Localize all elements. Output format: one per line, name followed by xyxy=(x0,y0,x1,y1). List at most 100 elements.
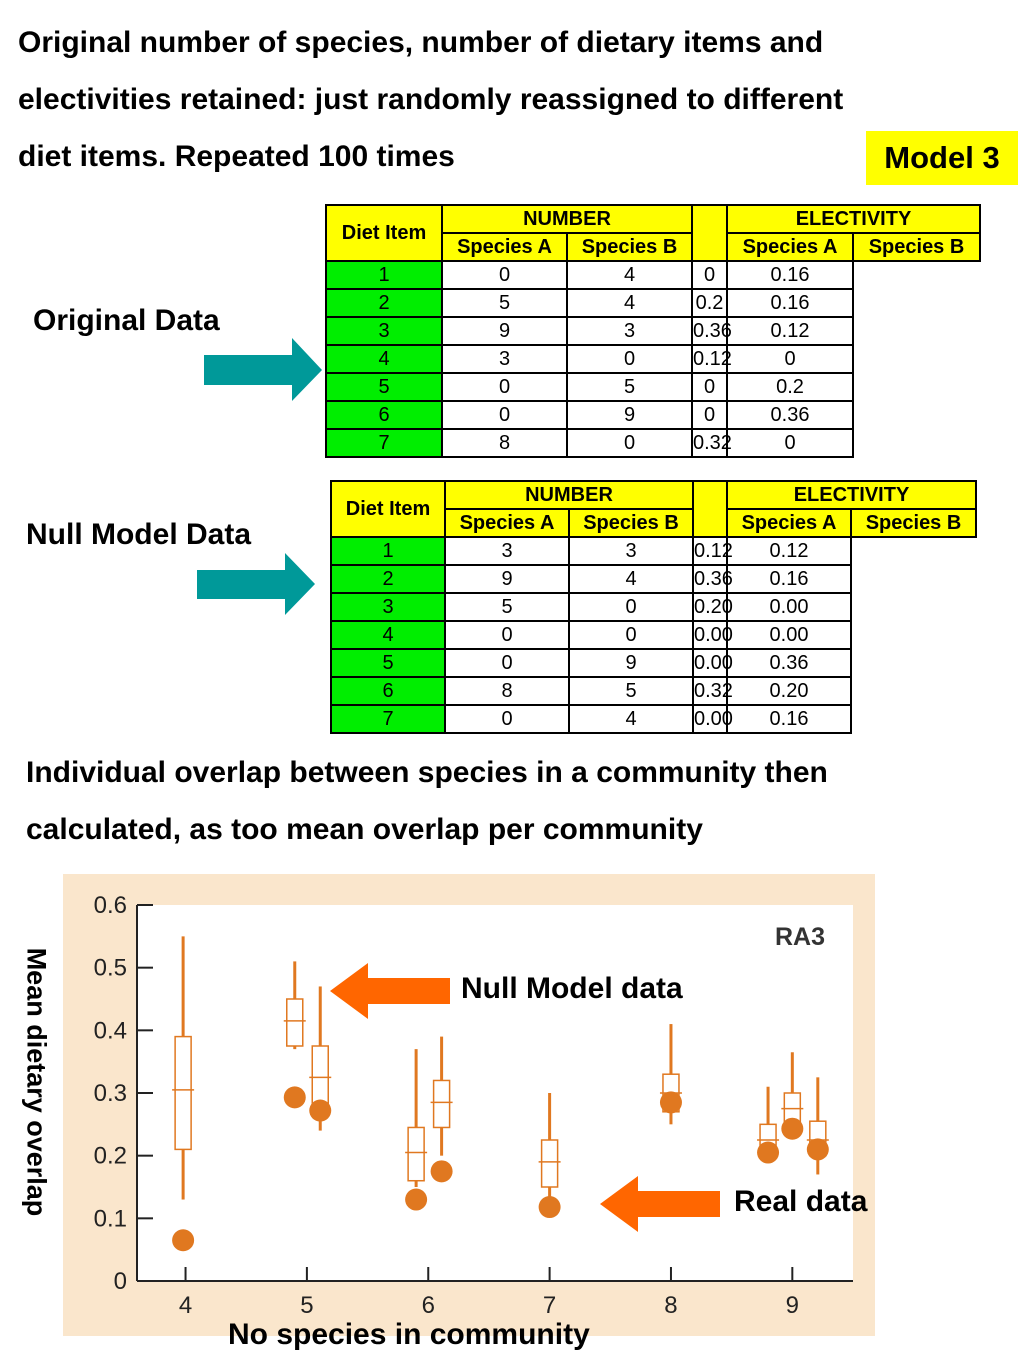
electivity-species-b-cell: 0.16 xyxy=(726,260,854,290)
diet-item-cell: 6 xyxy=(325,400,443,430)
number-species-a-cell: 0 xyxy=(444,704,570,734)
electivity-species-a-cell: 0.36 xyxy=(691,316,732,346)
electivity-species-b-cell: 0.00 xyxy=(726,620,852,650)
header-species-a: Species A xyxy=(726,232,854,262)
null-model-box xyxy=(540,1139,559,1188)
y-tick-label: 0.6 xyxy=(94,892,127,919)
number-species-a-cell: 0 xyxy=(444,620,570,650)
original-data-label: Original Data xyxy=(33,304,220,337)
y-tick-label: 0.2 xyxy=(94,1143,127,1170)
header-number: NUMBER xyxy=(444,480,694,510)
real-data-annotation: Real data xyxy=(734,1185,868,1218)
number-species-a-cell: 0 xyxy=(444,648,570,678)
model-badge: Model 3 xyxy=(866,131,1018,185)
null-model-data-label: Null Model Data xyxy=(26,518,252,551)
diet-item-cell: 7 xyxy=(325,428,443,458)
diet-item-cell: 5 xyxy=(325,372,443,402)
diet-item-cell: 2 xyxy=(325,288,443,318)
diet-item-cell: 4 xyxy=(330,620,446,650)
intro-line-3: diet items. Repeated 100 times xyxy=(18,140,455,173)
table-row: 7 8 0 0.32 0 xyxy=(325,428,980,458)
table-row: 5 0 9 0.00 0.36 xyxy=(330,648,976,678)
electivity-species-a-cell: 0.00 xyxy=(692,704,733,734)
x-axis-label: No species in community xyxy=(228,1318,590,1351)
number-species-b-cell: 4 xyxy=(568,564,694,594)
x-tick-label: 7 xyxy=(543,1292,556,1319)
header-diet-item: Diet Item xyxy=(325,204,443,262)
electivity-species-b-cell: 0.36 xyxy=(726,648,852,678)
electivity-species-a-cell: 0.32 xyxy=(691,428,732,458)
null-model-box xyxy=(432,1079,451,1129)
null-model-annotation: Null Model data xyxy=(461,972,683,1005)
electivity-species-a-cell: 0.00 xyxy=(692,648,733,678)
electivity-species-a-cell: 0.00 xyxy=(692,620,733,650)
number-species-b-cell: 9 xyxy=(568,648,694,678)
number-species-a-cell: 8 xyxy=(441,428,568,458)
table-divider xyxy=(692,480,728,538)
number-species-a-cell: 9 xyxy=(441,316,568,346)
diet-item-cell: 1 xyxy=(330,536,446,566)
table-row: 1 0 4 0 0.16 xyxy=(325,260,980,290)
diet-item-cell: 4 xyxy=(325,344,443,374)
number-species-b-cell: 5 xyxy=(568,676,694,706)
electivity-species-b-cell: 0.16 xyxy=(726,564,852,594)
header-electivity: ELECTIVITY xyxy=(725,204,982,234)
y-tick-label: 0.3 xyxy=(94,1080,127,1107)
electivity-species-a-cell: 0.32 xyxy=(692,676,733,706)
number-species-a-cell: 9 xyxy=(444,564,570,594)
electivity-species-b-cell: 0.20 xyxy=(726,676,852,706)
electivity-species-a-cell: 0.36 xyxy=(692,564,733,594)
x-tick-label: 8 xyxy=(664,1292,677,1319)
number-species-b-cell: 0 xyxy=(566,428,693,458)
intro-line-1: Original number of species, number of di… xyxy=(18,26,824,59)
number-species-b-cell: 4 xyxy=(566,260,693,290)
real-data-point xyxy=(283,1086,306,1109)
number-species-b-cell: 4 xyxy=(566,288,693,318)
diet-item-cell: 3 xyxy=(325,316,443,346)
number-species-b-cell: 0 xyxy=(568,620,694,650)
real-data-point xyxy=(309,1099,332,1122)
x-tick-label: 5 xyxy=(300,1292,313,1319)
table-row: 6 0 9 0 0.36 xyxy=(325,400,980,430)
real-data-point xyxy=(430,1160,453,1183)
overlap-line-2: calculated, as too mean overlap per comm… xyxy=(26,813,703,846)
original-data-arrow-icon xyxy=(204,338,322,401)
diet-item-cell: 7 xyxy=(330,704,446,734)
header-number: NUMBER xyxy=(441,204,693,234)
plot-area xyxy=(137,905,853,1281)
electivity-species-b-cell: 0 xyxy=(726,428,854,458)
number-species-a-cell: 3 xyxy=(444,536,570,566)
number-species-a-cell: 8 xyxy=(444,676,570,706)
electivity-species-b-cell: 0.36 xyxy=(726,400,854,430)
null-model-box xyxy=(286,998,304,1047)
header-species-a: Species A xyxy=(726,508,852,538)
table-row: 3 9 3 0.36 0.12 xyxy=(325,316,980,346)
header-species-a: Species A xyxy=(444,508,570,538)
real-data-point xyxy=(538,1196,561,1219)
intro-line-2: electivities retained: just randomly rea… xyxy=(18,83,844,116)
number-species-b-cell: 0 xyxy=(566,344,693,374)
real-data-point xyxy=(781,1117,804,1140)
y-tick-label: 0.5 xyxy=(94,955,127,982)
table-row: 2 5 4 0.2 0.16 xyxy=(325,288,980,318)
null-model-box xyxy=(407,1126,425,1182)
real-data-point xyxy=(806,1138,829,1161)
number-species-b-cell: 4 xyxy=(568,704,694,734)
electivity-species-b-cell: 0.16 xyxy=(726,288,854,318)
intro-text: Original number of species, number of di… xyxy=(18,14,978,185)
number-species-a-cell: 5 xyxy=(441,288,568,318)
real-data-point xyxy=(405,1188,428,1211)
header-species-a: Species A xyxy=(441,232,568,262)
number-species-b-cell: 0 xyxy=(568,592,694,622)
electivity-species-a-cell: 0 xyxy=(691,400,728,430)
y-tick-label: 0.4 xyxy=(94,1017,127,1044)
number-species-b-cell: 5 xyxy=(566,372,693,402)
null-model-box xyxy=(311,1045,329,1107)
header-species-b: Species B xyxy=(568,508,694,538)
electivity-species-b-cell: 0.12 xyxy=(726,316,854,346)
number-species-a-cell: 3 xyxy=(441,344,568,374)
x-tick-label: 6 xyxy=(422,1292,435,1319)
chart-title: RA3 xyxy=(775,923,825,951)
number-species-a-cell: 0 xyxy=(441,400,568,430)
electivity-species-a-cell: 0.20 xyxy=(692,592,733,622)
